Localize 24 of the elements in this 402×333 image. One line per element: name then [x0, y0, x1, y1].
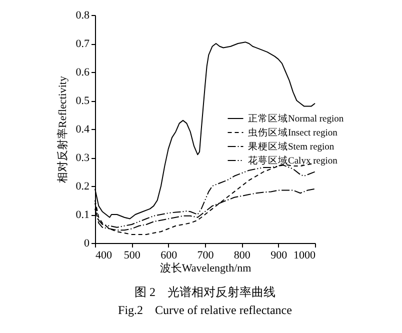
x-tick-label: 500: [124, 250, 141, 262]
x-tick-label: 700: [197, 250, 214, 262]
x-tick-label: 400: [96, 250, 112, 262]
legend-label: 正常区域Normal region: [248, 112, 344, 124]
y-tick-label: 0.8: [76, 10, 90, 22]
text: Fig.2 Curve of relative reflectance: [118, 303, 292, 317]
x-tick-label: 600: [160, 250, 178, 262]
x-tick-label: 800: [234, 250, 251, 262]
y-tick-label: 0.6: [76, 66, 90, 78]
x-axis-title: 波长Wavelength/nm: [160, 262, 252, 274]
legend-label: 花萼区域Calyx region: [248, 154, 338, 166]
x-tick-label: 1000: [294, 250, 316, 262]
x-tick-label: 900: [270, 250, 288, 262]
y-tick-label: 0.4: [76, 124, 90, 136]
y-tick-label: 0.5: [76, 95, 90, 107]
legend-label: 虫伤区域Insect region: [248, 126, 338, 138]
y-tick-label: 0.1: [76, 209, 90, 221]
y-axis-title: 相对反射率Reflectivity: [56, 76, 69, 183]
text: 图 2 光谱相对反射率曲线: [134, 285, 276, 299]
y-tick-label: 0.2: [76, 180, 90, 192]
y-tick-label: 0: [84, 238, 90, 250]
y-tick-label: 0.3: [76, 152, 90, 164]
y-tick-label: 0.7: [76, 38, 90, 50]
legend-label: 果梗区域Stem region: [248, 140, 334, 152]
